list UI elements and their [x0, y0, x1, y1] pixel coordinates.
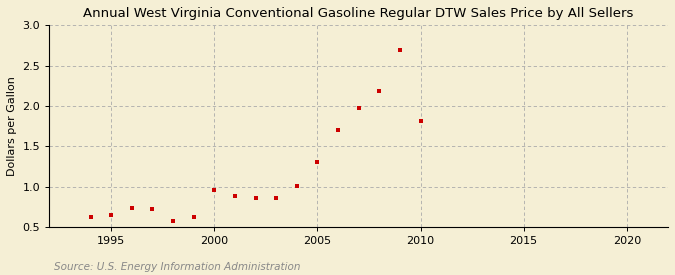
Point	[209, 188, 219, 192]
Point	[250, 196, 261, 200]
Point	[374, 89, 385, 94]
Point	[106, 213, 117, 217]
Text: Source: U.S. Energy Information Administration: Source: U.S. Energy Information Administ…	[54, 262, 300, 272]
Y-axis label: Dollars per Gallon: Dollars per Gallon	[7, 76, 17, 176]
Point	[167, 219, 178, 224]
Point	[292, 184, 302, 188]
Point	[188, 214, 199, 219]
Point	[394, 48, 405, 53]
Point	[147, 207, 158, 211]
Point	[126, 206, 137, 211]
Point	[312, 160, 323, 165]
Point	[333, 128, 344, 132]
Point	[353, 106, 364, 111]
Point	[415, 119, 426, 123]
Point	[230, 194, 240, 199]
Title: Annual West Virginia Conventional Gasoline Regular DTW Sales Price by All Seller: Annual West Virginia Conventional Gasoli…	[84, 7, 634, 20]
Point	[271, 196, 281, 200]
Point	[85, 215, 96, 219]
